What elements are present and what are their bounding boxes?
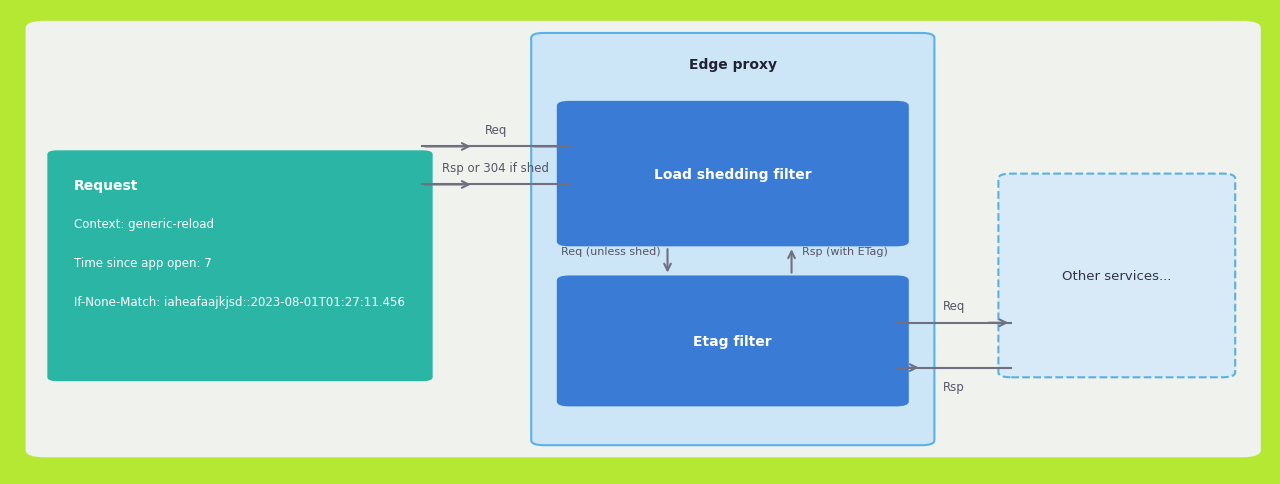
FancyBboxPatch shape (47, 151, 433, 381)
Text: Etag filter: Etag filter (694, 334, 772, 348)
Text: Rsp or 304 if shed: Rsp or 304 if shed (443, 162, 549, 174)
Text: Req: Req (942, 300, 965, 313)
Text: If-None-Match: iaheafaajkjsd::2023-08-01T01:27:11.456: If-None-Match: iaheafaajkjsd::2023-08-01… (74, 295, 404, 308)
Text: Req (unless shed): Req (unless shed) (562, 247, 660, 257)
Text: Req: Req (485, 123, 507, 136)
Text: Context: generic-reload: Context: generic-reload (74, 218, 214, 231)
FancyBboxPatch shape (998, 174, 1235, 378)
Text: Load shedding filter: Load shedding filter (654, 167, 812, 181)
FancyBboxPatch shape (557, 102, 909, 247)
Text: Other services...: Other services... (1062, 270, 1171, 282)
FancyBboxPatch shape (557, 276, 909, 407)
Text: Rsp (with ETag): Rsp (with ETag) (801, 247, 887, 257)
Text: Time since app open: 7: Time since app open: 7 (74, 257, 212, 270)
FancyBboxPatch shape (531, 34, 934, 445)
Text: Request: Request (74, 179, 138, 193)
Text: Rsp: Rsp (943, 380, 964, 393)
FancyBboxPatch shape (26, 22, 1261, 457)
Text: Edge proxy: Edge proxy (689, 58, 777, 72)
